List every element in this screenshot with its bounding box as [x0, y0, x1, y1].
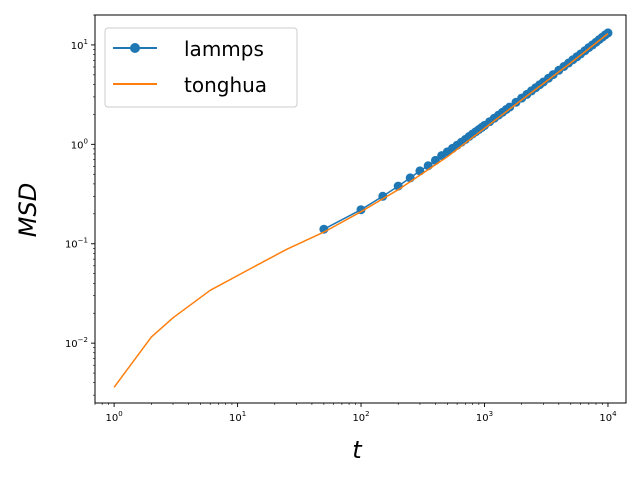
legend-marker-lammps: [130, 43, 140, 53]
legend-label-lammps: lammps: [184, 37, 264, 61]
y-tick-label: 100: [71, 137, 88, 151]
x-tick-label: 103: [476, 410, 493, 424]
y-tick-label: 101: [71, 38, 88, 52]
x-axis-label: t: [352, 436, 363, 464]
data-point-lammps: [415, 166, 425, 176]
plot-data: [113, 28, 613, 388]
x-tick-label: 100: [106, 410, 123, 424]
legend: lammps tonghua: [104, 27, 298, 108]
y-tick-label: 10−1: [65, 237, 88, 251]
data-point-lammps: [356, 205, 366, 215]
x-tick-label: 102: [352, 410, 369, 424]
y-tick-label: 10−2: [65, 336, 88, 350]
data-point-lammps: [505, 102, 515, 112]
legend-label-tonghua: tonghua: [184, 73, 267, 97]
x-tick-label: 101: [229, 410, 246, 424]
x-tick-label: 104: [599, 410, 617, 424]
y-axis-label: MSD: [14, 183, 42, 237]
axes-frame: [94, 14, 627, 404]
x-axis-ticks: 100 101 102 103 104: [94, 403, 617, 424]
series-layer: [113, 28, 613, 388]
series-line-tonghua: [113, 33, 609, 388]
data-point-lammps: [378, 191, 388, 201]
